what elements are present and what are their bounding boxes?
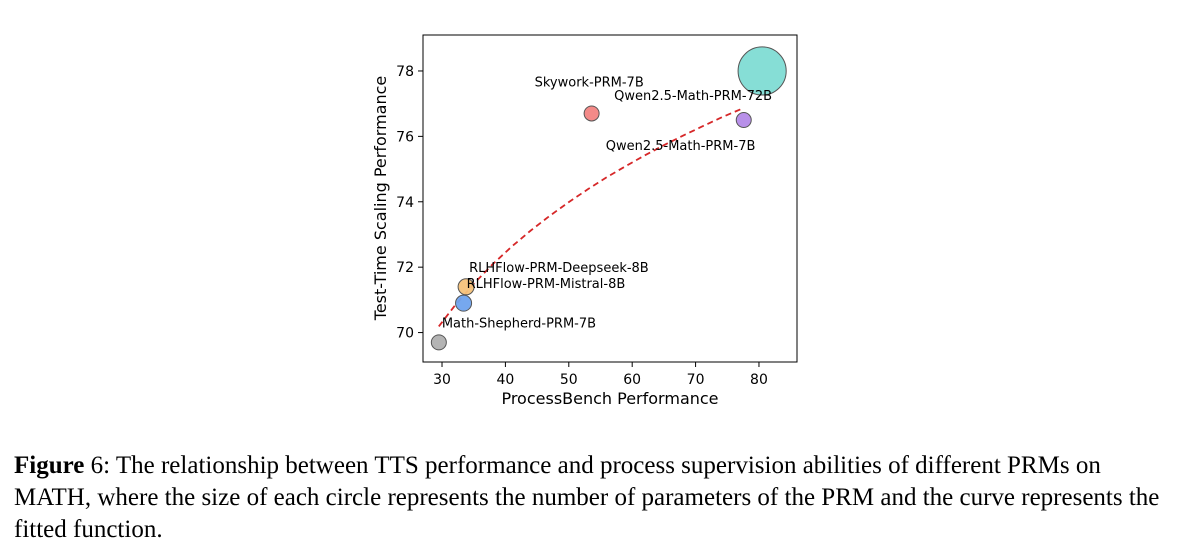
x-tick-label: 70 <box>687 372 705 388</box>
data-point <box>737 46 787 96</box>
y-tick-label: 76 <box>396 129 414 145</box>
point-label: Qwen2.5-Math-PRM-72B <box>614 89 772 104</box>
x-tick-label: 80 <box>750 372 768 388</box>
data-point <box>430 334 447 351</box>
scatter-chart: 30 40 50 60 70 80 70 72 74 76 78 Math-Shepherd-PRM… <box>371 34 798 408</box>
point-label: Qwen2.5-Math-PRM-7B <box>606 139 756 154</box>
fitted-curve <box>438 107 745 327</box>
data-point <box>457 278 475 296</box>
point-label: RLHFlow-PRM-Deepseek-8B <box>469 261 649 276</box>
point-label: Math-Shepherd-PRM-7B <box>442 316 596 331</box>
y-axis-label: Test-Time Scaling Performance <box>371 76 390 321</box>
data-points <box>430 46 787 351</box>
data-point <box>735 112 752 129</box>
caption-number: 6 <box>90 452 104 479</box>
caption-text: : The relationship between TTS performan… <box>14 452 1160 543</box>
x-tick-label: 50 <box>560 372 578 388</box>
point-label: Skywork-PRM-7B <box>535 75 644 90</box>
point-label: RLHFlow-PRM-Mistral-8B <box>467 277 626 292</box>
y-tick-label: 72 <box>396 260 414 276</box>
figure-caption: Figure 6: The relationship between TTS p… <box>14 450 1164 546</box>
caption-label: Figure <box>14 452 85 479</box>
x-axis-label: ProcessBench Performance <box>501 389 718 408</box>
x-tick-label: 60 <box>623 372 641 388</box>
y-tick-label: 74 <box>396 195 414 211</box>
x-tick-label: 30 <box>433 372 451 388</box>
y-tick-label: 78 <box>396 64 414 80</box>
data-point <box>455 294 473 312</box>
plot-frame <box>422 34 798 363</box>
y-tick-label: 70 <box>396 326 414 342</box>
point-labels: Math-Shepherd-PRM-7B RLHFlow-PRM-Mistral-… <box>442 75 772 331</box>
x-tick-label: 40 <box>496 372 514 388</box>
axes: 30 40 50 60 70 80 70 72 74 76 78 <box>396 64 768 388</box>
data-point <box>583 105 600 122</box>
